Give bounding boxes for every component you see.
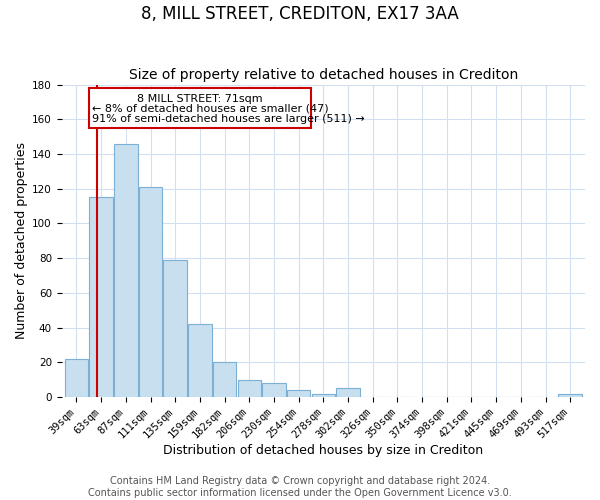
- Bar: [336, 388, 360, 397]
- Bar: [238, 380, 261, 397]
- Bar: [65, 359, 88, 397]
- Bar: [213, 362, 236, 397]
- Text: 8, MILL STREET, CREDITON, EX17 3AA: 8, MILL STREET, CREDITON, EX17 3AA: [141, 5, 459, 23]
- Bar: [287, 390, 310, 397]
- Text: Contains HM Land Registry data © Crown copyright and database right 2024.
Contai: Contains HM Land Registry data © Crown c…: [88, 476, 512, 498]
- Y-axis label: Number of detached properties: Number of detached properties: [15, 142, 28, 340]
- Text: ← 8% of detached houses are smaller (47): ← 8% of detached houses are smaller (47): [92, 104, 329, 114]
- Bar: [163, 260, 187, 397]
- Bar: [262, 383, 286, 397]
- Bar: [559, 394, 582, 397]
- X-axis label: Distribution of detached houses by size in Crediton: Distribution of detached houses by size …: [163, 444, 484, 458]
- Bar: [311, 394, 335, 397]
- Bar: [114, 144, 137, 397]
- FancyBboxPatch shape: [89, 88, 311, 128]
- Bar: [89, 198, 113, 397]
- Text: 91% of semi-detached houses are larger (511) →: 91% of semi-detached houses are larger (…: [92, 114, 365, 124]
- Title: Size of property relative to detached houses in Crediton: Size of property relative to detached ho…: [128, 68, 518, 82]
- Bar: [188, 324, 212, 397]
- Bar: [139, 187, 162, 397]
- Text: 8 MILL STREET: 71sqm: 8 MILL STREET: 71sqm: [137, 94, 263, 104]
